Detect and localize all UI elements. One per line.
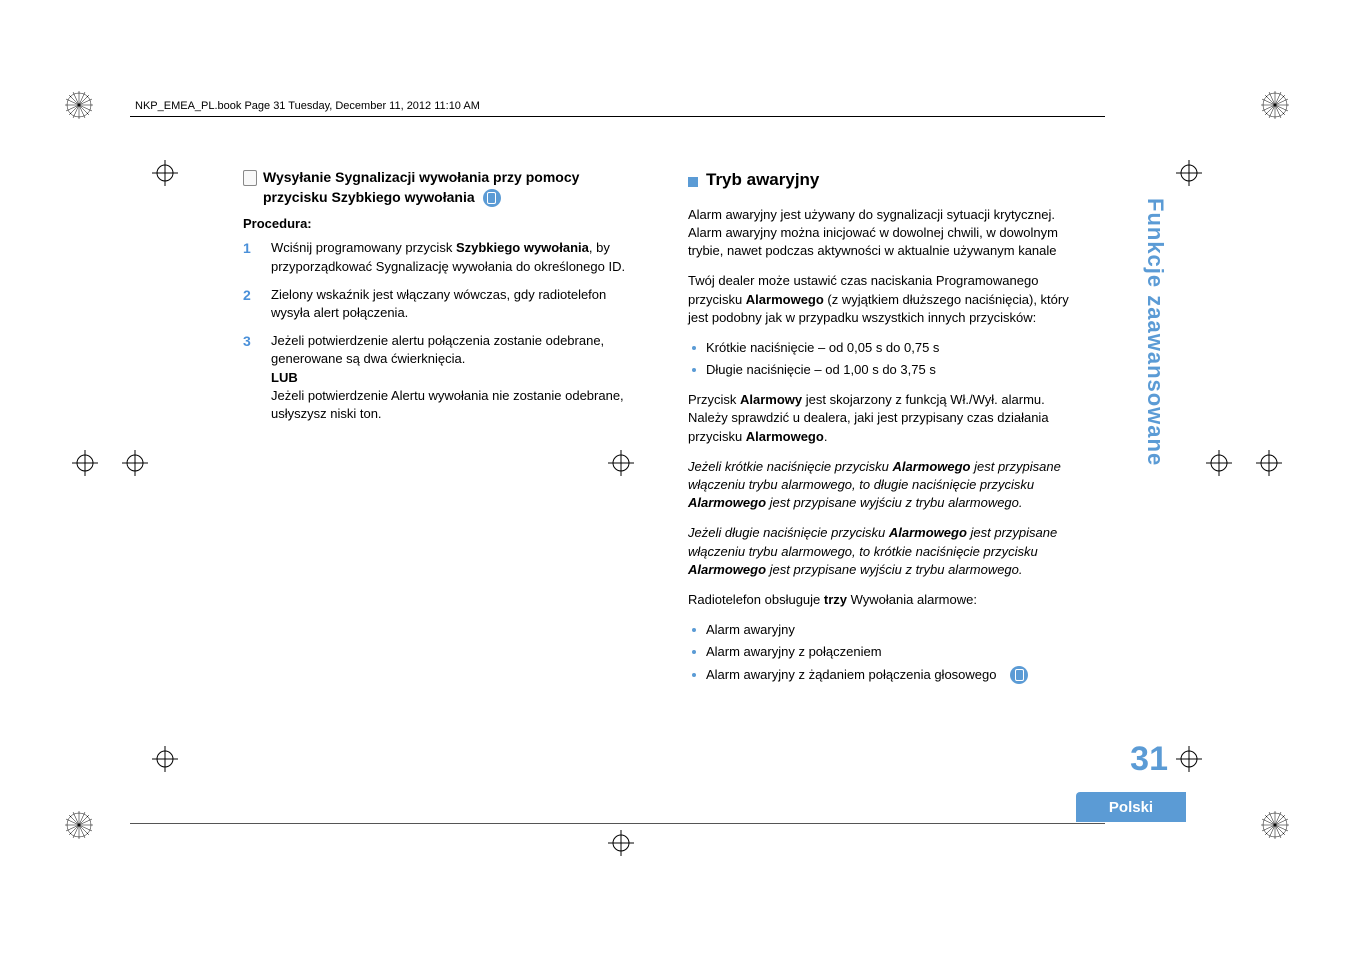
right-heading: Tryb awaryjny — [688, 168, 1083, 192]
list-item: Długie naciśnięcie – od 1,00 s do 3,75 s — [688, 361, 1083, 379]
registration-mark — [1256, 450, 1282, 476]
lub-label: LUB — [271, 369, 638, 387]
step-body: Wciśnij programowany przycisk Szybkiego … — [271, 239, 638, 275]
registration-mark — [72, 450, 98, 476]
registration-mark — [152, 746, 178, 772]
print-header: NKP_EMEA_PL.book Page 31 Tuesday, Decemb… — [135, 100, 480, 112]
step-number: 3 — [243, 332, 259, 423]
registration-mark — [1176, 746, 1202, 772]
dot-icon — [692, 628, 696, 632]
step-number: 2 — [243, 286, 259, 322]
burst-mark — [64, 90, 94, 120]
dot-icon — [692, 368, 696, 372]
step-body: Zielony wskaźnik jest włączany wówczas, … — [271, 286, 638, 322]
paragraph: Przycisk Alarmowy jest skojarzony z funk… — [688, 391, 1083, 446]
registration-mark — [608, 830, 634, 856]
procedure-label: Procedura: — [243, 215, 638, 233]
dot-icon — [692, 673, 696, 677]
burst-mark — [1260, 90, 1290, 120]
dot-icon — [692, 650, 696, 654]
list-item: Alarm awaryjny z żądaniem połączenia gło… — [688, 666, 1083, 684]
list-item: Alarm awaryjny — [688, 621, 1083, 639]
radio-icon — [483, 189, 501, 207]
step: 2 Zielony wskaźnik jest włączany wówczas… — [243, 286, 638, 322]
dot-icon — [692, 346, 696, 350]
burst-mark — [1260, 810, 1290, 840]
language-tab: Polski — [1076, 792, 1186, 822]
radio-icon — [1010, 666, 1028, 684]
paragraph: Twój dealer może ustawić czas naciskania… — [688, 272, 1083, 327]
step-body: Jeżeli potwierdzenie alertu połączenia z… — [271, 332, 638, 423]
paragraph-italic: Jeżeli długie naciśnięcie przycisku Alar… — [688, 524, 1083, 579]
page-number: 31 — [1130, 740, 1168, 779]
left-column: Wysyłanie Sygnalizacji wywołania przy po… — [243, 168, 638, 696]
header-rule — [130, 116, 1105, 117]
paragraph-italic: Jeżeli krótkie naciśnięcie przycisku Ala… — [688, 458, 1083, 513]
paragraph: Alarm awaryjny jest używany do sygnaliza… — [688, 206, 1083, 261]
step-number: 1 — [243, 239, 259, 275]
side-section-label: Funkcje zaawansowane — [1142, 198, 1168, 466]
registration-mark — [122, 450, 148, 476]
bullet-list: Alarm awaryjny Alarm awaryjny z połączen… — [688, 621, 1083, 684]
burst-mark — [64, 810, 94, 840]
paragraph: Radiotelefon obsługuje trzy Wywołania al… — [688, 591, 1083, 609]
footer-rule — [130, 823, 1105, 824]
left-title-text: Wysyłanie Sygnalizacji wywołania przy po… — [263, 169, 579, 205]
step: 3 Jeżeli potwierdzenie alertu połączenia… — [243, 332, 638, 423]
list-item: Krótkie naciśnięcie – od 0,05 s do 0,75 … — [688, 339, 1083, 357]
registration-mark — [1206, 450, 1232, 476]
bullet-list: Krótkie naciśnięcie – od 0,05 s do 0,75 … — [688, 339, 1083, 379]
right-column: Tryb awaryjny Alarm awaryjny jest używan… — [688, 168, 1083, 696]
left-section-title: Wysyłanie Sygnalizacji wywołania przy po… — [243, 168, 638, 207]
registration-mark — [1176, 160, 1202, 186]
square-bullet-icon — [688, 177, 698, 187]
document-icon — [243, 170, 257, 186]
after-lub-text: Jeżeli potwierdzenie Alertu wywołania ni… — [271, 388, 624, 421]
step: 1 Wciśnij programowany przycisk Szybkieg… — [243, 239, 638, 275]
list-item: Alarm awaryjny z połączeniem — [688, 643, 1083, 661]
content-columns: Wysyłanie Sygnalizacji wywołania przy po… — [243, 168, 1083, 696]
registration-mark — [152, 160, 178, 186]
